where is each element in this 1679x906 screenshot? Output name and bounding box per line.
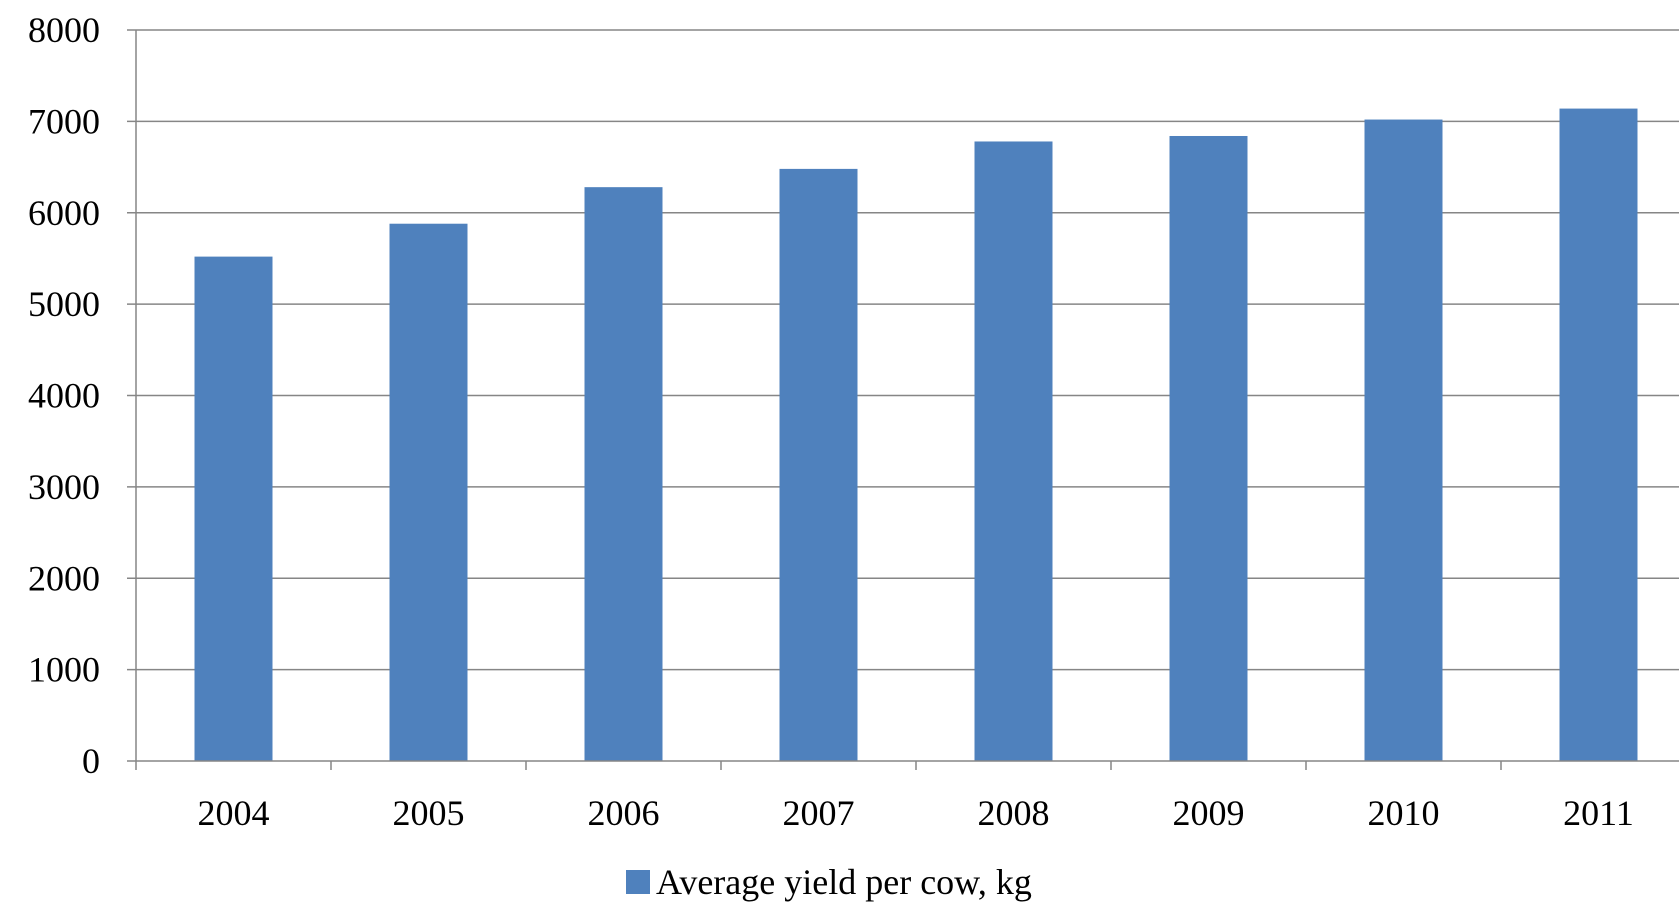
bar-2011 [1559,108,1638,761]
legend-swatch [626,870,650,894]
x-tick-label: 2010 [1368,793,1440,833]
y-tick-label: 7000 [28,101,100,141]
bar-2007 [779,168,858,761]
legend-label: Average yield per cow, kg [656,862,1032,902]
y-tick-label: 1000 [28,650,100,690]
y-tick-label: 3000 [28,467,100,507]
bar-2009 [1169,135,1248,761]
legend: Average yield per cow, kg [626,862,1032,902]
x-tick-label: 2008 [978,793,1050,833]
y-axis-tick-labels: 0 1000 2000 3000 4000 5000 6000 7000 8000 [28,10,100,781]
x-tick-label: 2009 [1173,793,1245,833]
x-tick-label: 2007 [783,793,855,833]
y-tick-label: 5000 [28,284,100,324]
y-tick-label: 2000 [28,558,100,598]
x-tick-label: 2005 [393,793,465,833]
x-axis-tick-labels: 2004 2005 2006 2007 2008 2009 2010 2011 [198,793,1634,833]
grid-lines [136,29,1679,671]
x-tick-label: 2006 [588,793,660,833]
x-tick-label: 2011 [1563,793,1634,833]
bar-2010 [1364,119,1443,762]
y-tick-label: 4000 [28,376,100,416]
bars [194,108,1638,762]
bar-2006 [584,187,663,762]
bar-2004 [194,256,273,761]
y-tick-label: 6000 [28,193,100,233]
bar-2008 [974,141,1053,762]
y-tick-label: 0 [82,741,100,781]
axes [127,29,1679,770]
x-tick-label: 2004 [198,793,270,833]
bar-2005 [389,223,468,762]
y-tick-label: 8000 [28,10,100,50]
